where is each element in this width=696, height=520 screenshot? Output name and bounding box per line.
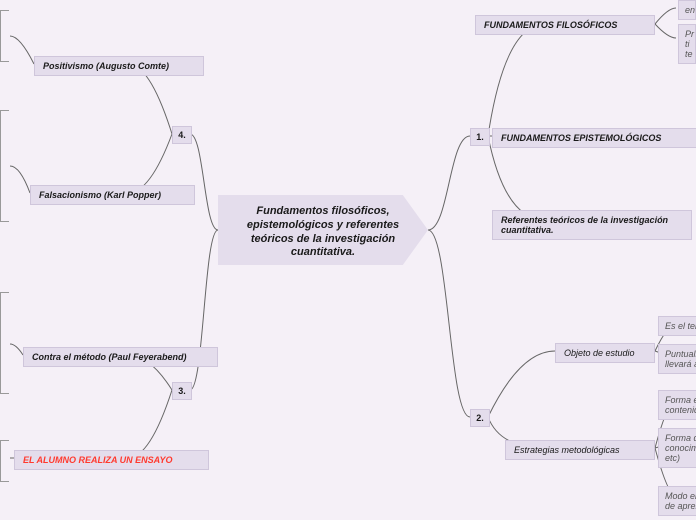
hub-4[interactable]: 4. — [172, 126, 192, 144]
note-filo-2: Pr ti te — [678, 24, 696, 64]
note-est-2: Forma que conocimien etc) — [658, 428, 696, 468]
left-stub-2 — [0, 110, 9, 222]
node-contra-metodo[interactable]: Contra el método (Paul Feyerabend) — [23, 347, 218, 367]
hub-1[interactable]: 1. — [470, 128, 490, 146]
note-obj-2: Puntualiza qué se a llevará a cabo la in — [658, 344, 696, 374]
node-alumno-ensayo[interactable]: EL ALUMNO REALIZA UN ENSAYO — [14, 450, 209, 470]
note-est-3: Modo en q de aprendi — [658, 486, 696, 516]
note-est-1: Forma en a contenido — [658, 390, 696, 420]
node-positivismo[interactable]: Positivismo (Augusto Comte) — [34, 56, 204, 76]
node-fundamentos-filosoficos[interactable]: FUNDAMENTOS FILOSÓFICOS — [475, 15, 655, 35]
node-objeto-estudio[interactable]: Objeto de estudio — [555, 343, 655, 363]
node-fundamentos-epistemologicos[interactable]: FUNDAMENTOS EPISTEMOLÓGICOS — [492, 128, 696, 148]
node-estrategias[interactable]: Estrategias metodológicas — [505, 440, 655, 460]
node-referentes-teoricos[interactable]: Referentes teóricos de la investigación … — [492, 210, 692, 240]
left-stub-3 — [0, 292, 9, 394]
hub-2[interactable]: 2. — [470, 409, 490, 427]
mindmap-canvas: Fundamentos filosóficos, epistemológicos… — [0, 0, 696, 520]
hub-3[interactable]: 3. — [172, 382, 192, 400]
left-stub-4 — [0, 440, 9, 482]
note-filo-1: en — [678, 0, 696, 20]
left-stub-1 — [0, 10, 9, 62]
center-topic[interactable]: Fundamentos filosóficos, epistemológicos… — [218, 195, 428, 265]
node-falsacionismo[interactable]: Falsacionismo (Karl Popper) — [30, 185, 195, 205]
note-obj-1: Es el tema de inve — [658, 316, 696, 336]
